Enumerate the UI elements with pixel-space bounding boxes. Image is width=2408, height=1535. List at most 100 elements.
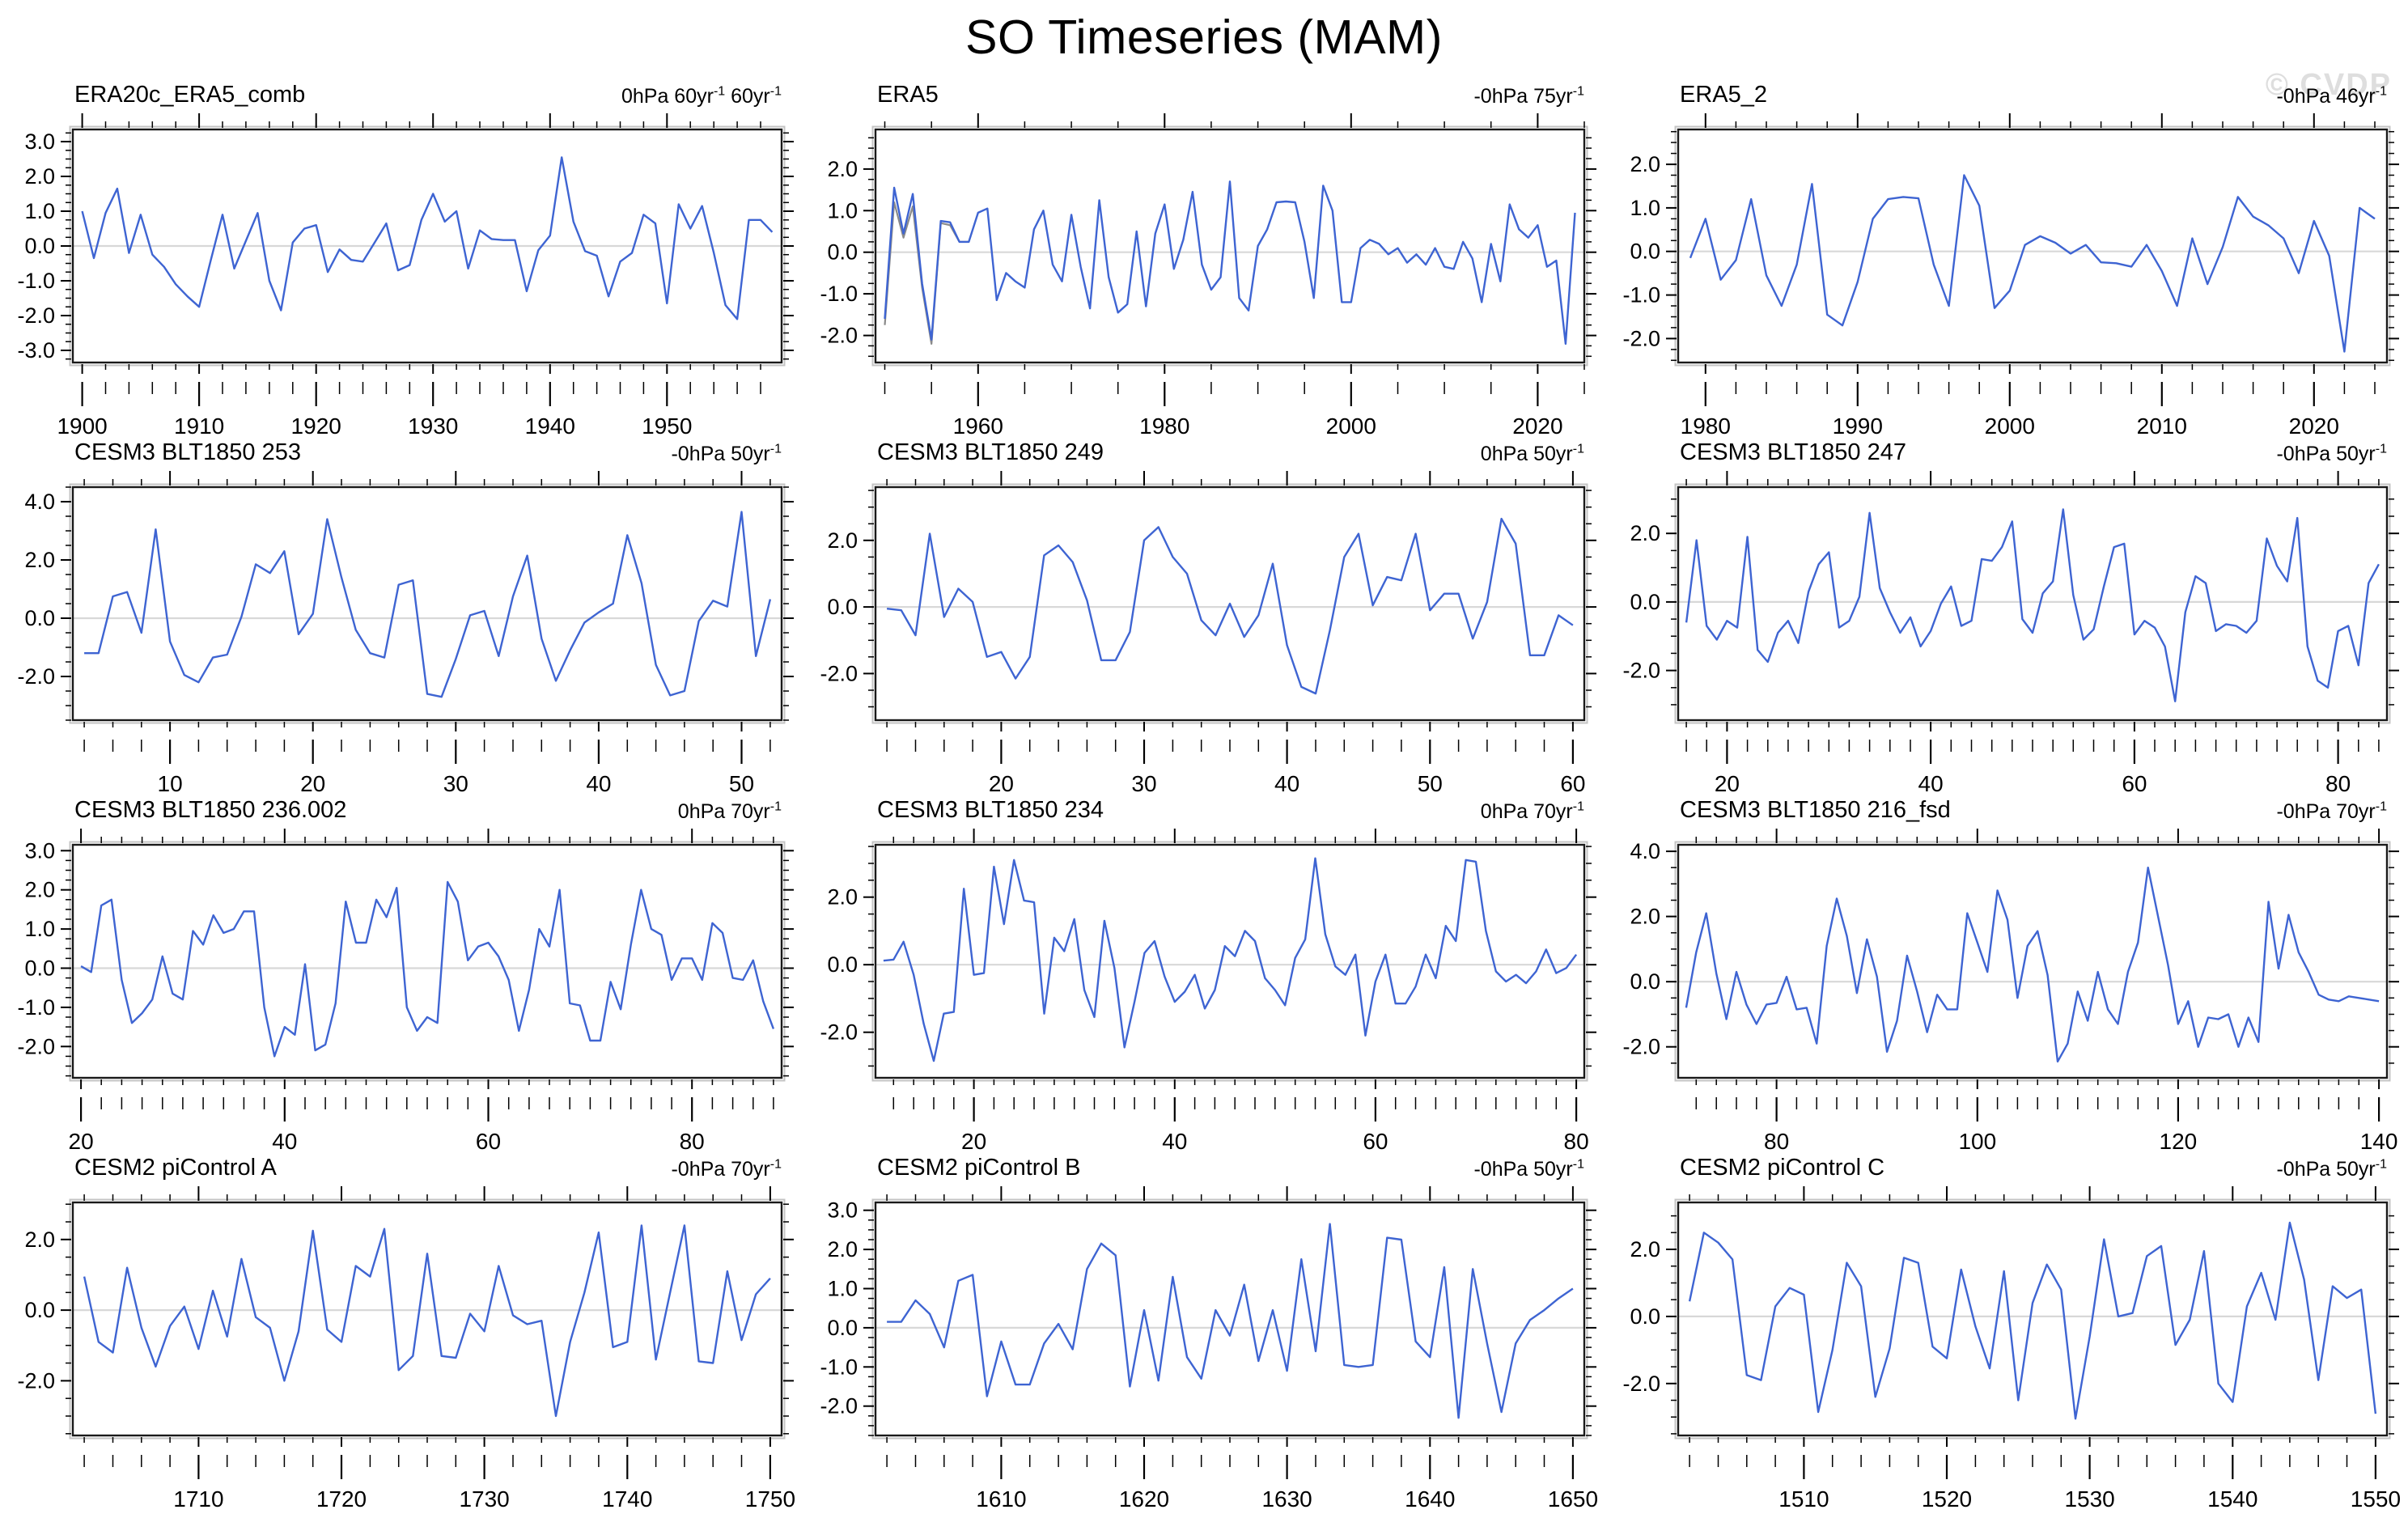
svg-text:1.0: 1.0 [827,1277,858,1301]
y-axis-labels: 4.0 2.0 0.0 -2.0 [17,490,55,689]
svg-text:30: 30 [443,771,468,795]
svg-text:2.0: 2.0 [24,878,55,902]
panel-header: ERA5 -0hPa 75yr-1 [803,79,1605,110]
svg-text:0.0: 0.0 [827,595,858,619]
svg-text:1550: 1550 [2351,1486,2401,1510]
svg-text:80: 80 [1564,1129,1589,1152]
panel-units-label: -0hPa 46yr-1 [2276,84,2387,108]
svg-text:2.0: 2.0 [827,1237,858,1261]
plot-svg: 3.0 2.0 1.0 0.0 -1.0 -2.0 20 40 60 80 [17,829,794,1152]
svg-text:3.0: 3.0 [24,129,55,154]
svg-text:2020: 2020 [2289,413,2339,437]
svg-text:60: 60 [1560,771,1585,795]
timeseries-panel-10: CESM2 piControl A -0hPa 70yr-1 2.0 0.0 -2.0 1… [0,1152,803,1510]
svg-text:60: 60 [476,1129,501,1152]
panel-title: CESM3 BLT1850 216_fsd [1680,797,1951,823]
svg-text:1730: 1730 [459,1486,509,1510]
plot-svg: 4.0 2.0 0.0 -2.0 80 100 120 140 [1622,829,2399,1152]
svg-text:-2.0: -2.0 [1622,1372,1660,1396]
series-line [1689,174,2376,353]
y-axis-labels: 3.0 2.0 1.0 0.0 -1.0 -2.0 [820,1198,858,1418]
svg-text:1720: 1720 [316,1486,367,1510]
timeseries-panel-11: CESM2 piControl B -0hPa 50yr-1 3.0 2.0 1.0 0.… [803,1152,1605,1510]
svg-text:0.0: 0.0 [24,1298,55,1322]
plot-frame [874,1201,1586,1437]
axis-ticks [61,113,794,406]
frame-shadow [69,841,786,1082]
panel-header: CESM3 BLT1850 249 0hPa 50yr-1 [803,437,1605,468]
series-line-secondary [884,201,969,345]
x-axis-labels: 10 20 30 40 50 [158,771,755,795]
svg-text:1710: 1710 [173,1486,223,1510]
y-axis-labels: 2.0 0.0 -2.0 [17,1228,55,1393]
svg-text:1650: 1650 [1548,1486,1598,1510]
plot-svg: 2.0 0.0 -2.0 20 40 60 80 [820,829,1596,1152]
panel-title: CESM2 piControl B [877,1155,1081,1181]
panel-header: CESM3 BLT1850 234 0hPa 70yr-1 [803,795,1605,825]
y-axis-labels: 2.0 0.0 -2.0 [1622,521,1660,682]
plot-frame [874,486,1586,722]
y-axis-labels: 3.0 2.0 1.0 0.0 -1.0 -2.0 [17,838,55,1058]
svg-text:1630: 1630 [1261,1486,1312,1510]
svg-text:0.0: 0.0 [1630,1304,1660,1329]
y-axis-labels: 4.0 2.0 0.0 -2.0 [1622,839,1660,1059]
panel-header: ERA20c_ERA5_comb 0hPa 60yr-1 60yr-1 [0,79,803,110]
svg-text:100: 100 [1958,1129,1996,1152]
y-axis-labels: 2.0 1.0 0.0 -1.0 -2.0 [1622,152,1660,350]
svg-text:-2.0: -2.0 [17,664,55,689]
panel-units-label: 0hPa 50yr-1 [1480,442,1584,465]
panel-header: CESM3 BLT1850 253 -0hPa 50yr-1 [0,437,803,468]
svg-text:-3.0: -3.0 [17,338,55,363]
axis-ticks [1666,471,2399,764]
svg-text:1.0: 1.0 [24,917,55,941]
svg-text:2010: 2010 [2137,413,2187,437]
svg-text:50: 50 [729,771,754,795]
plot-svg: 2.0 0.0 -2.0 1510 1520 1530 1540 1550 [1622,1186,2401,1510]
svg-text:1950: 1950 [642,413,692,437]
svg-text:2.0: 2.0 [1630,521,1660,545]
svg-text:60: 60 [1363,1129,1388,1152]
svg-text:1990: 1990 [1833,413,1883,437]
panel-units-label: -0hPa 70yr-1 [2276,799,2387,823]
panel-title: ERA5 [877,82,939,108]
panel-title: CESM3 BLT1850 234 [877,797,1104,823]
frame-shadow [871,841,1588,1082]
svg-text:1980: 1980 [1139,413,1189,437]
svg-text:80: 80 [1764,1129,1789,1152]
x-axis-labels: 80 100 120 140 [1764,1129,2397,1152]
plot-svg: 2.0 1.0 0.0 -1.0 -2.0 1980 1990 2000 2010 2020 [1622,113,2399,437]
panel-header: CESM3 BLT1850 216_fsd -0hPa 70yr-1 [1605,795,2408,825]
svg-text:-2.0: -2.0 [820,661,858,685]
axis-ticks [863,1186,1596,1479]
svg-text:20: 20 [961,1129,986,1152]
plot-frame [71,843,783,1079]
frame-shadow [1674,1198,2391,1440]
svg-text:-1.0: -1.0 [17,995,55,1020]
series-line [1685,508,2380,702]
axis-ticks [61,829,794,1122]
svg-text:1530: 1530 [2064,1486,2114,1510]
svg-text:0.0: 0.0 [24,606,55,630]
svg-text:0.0: 0.0 [1630,969,1660,994]
x-axis-labels: 1960 1980 2000 2020 [953,413,1563,437]
panel-title: ERA5_2 [1680,82,1768,108]
svg-text:60: 60 [2122,771,2147,795]
panel-units-label: -0hPa 50yr-1 [1473,1157,1584,1181]
panel-header: CESM2 piControl A -0hPa 70yr-1 [0,1152,803,1183]
axis-ticks [61,1186,794,1479]
panel-header: ERA5_2 -0hPa 46yr-1 [1605,79,2408,110]
svg-text:30: 30 [1131,771,1156,795]
series-line [1685,867,2380,1063]
svg-text:10: 10 [158,771,183,795]
panel-title: CESM2 piControl A [74,1155,277,1181]
panel-units-label: -0hPa 50yr-1 [671,442,782,465]
panel-title: CESM2 piControl C [1680,1155,1885,1181]
svg-text:2.0: 2.0 [827,157,858,181]
y-axis-labels: 2.0 1.0 0.0 -1.0 -2.0 [820,157,858,348]
svg-text:-1.0: -1.0 [820,1355,858,1379]
plot-svg: 2.0 0.0 -2.0 1710 1720 1730 1740 1750 [17,1186,795,1510]
axis-ticks [863,471,1596,764]
svg-text:0.0: 0.0 [827,952,858,977]
plot-frame [71,486,783,722]
